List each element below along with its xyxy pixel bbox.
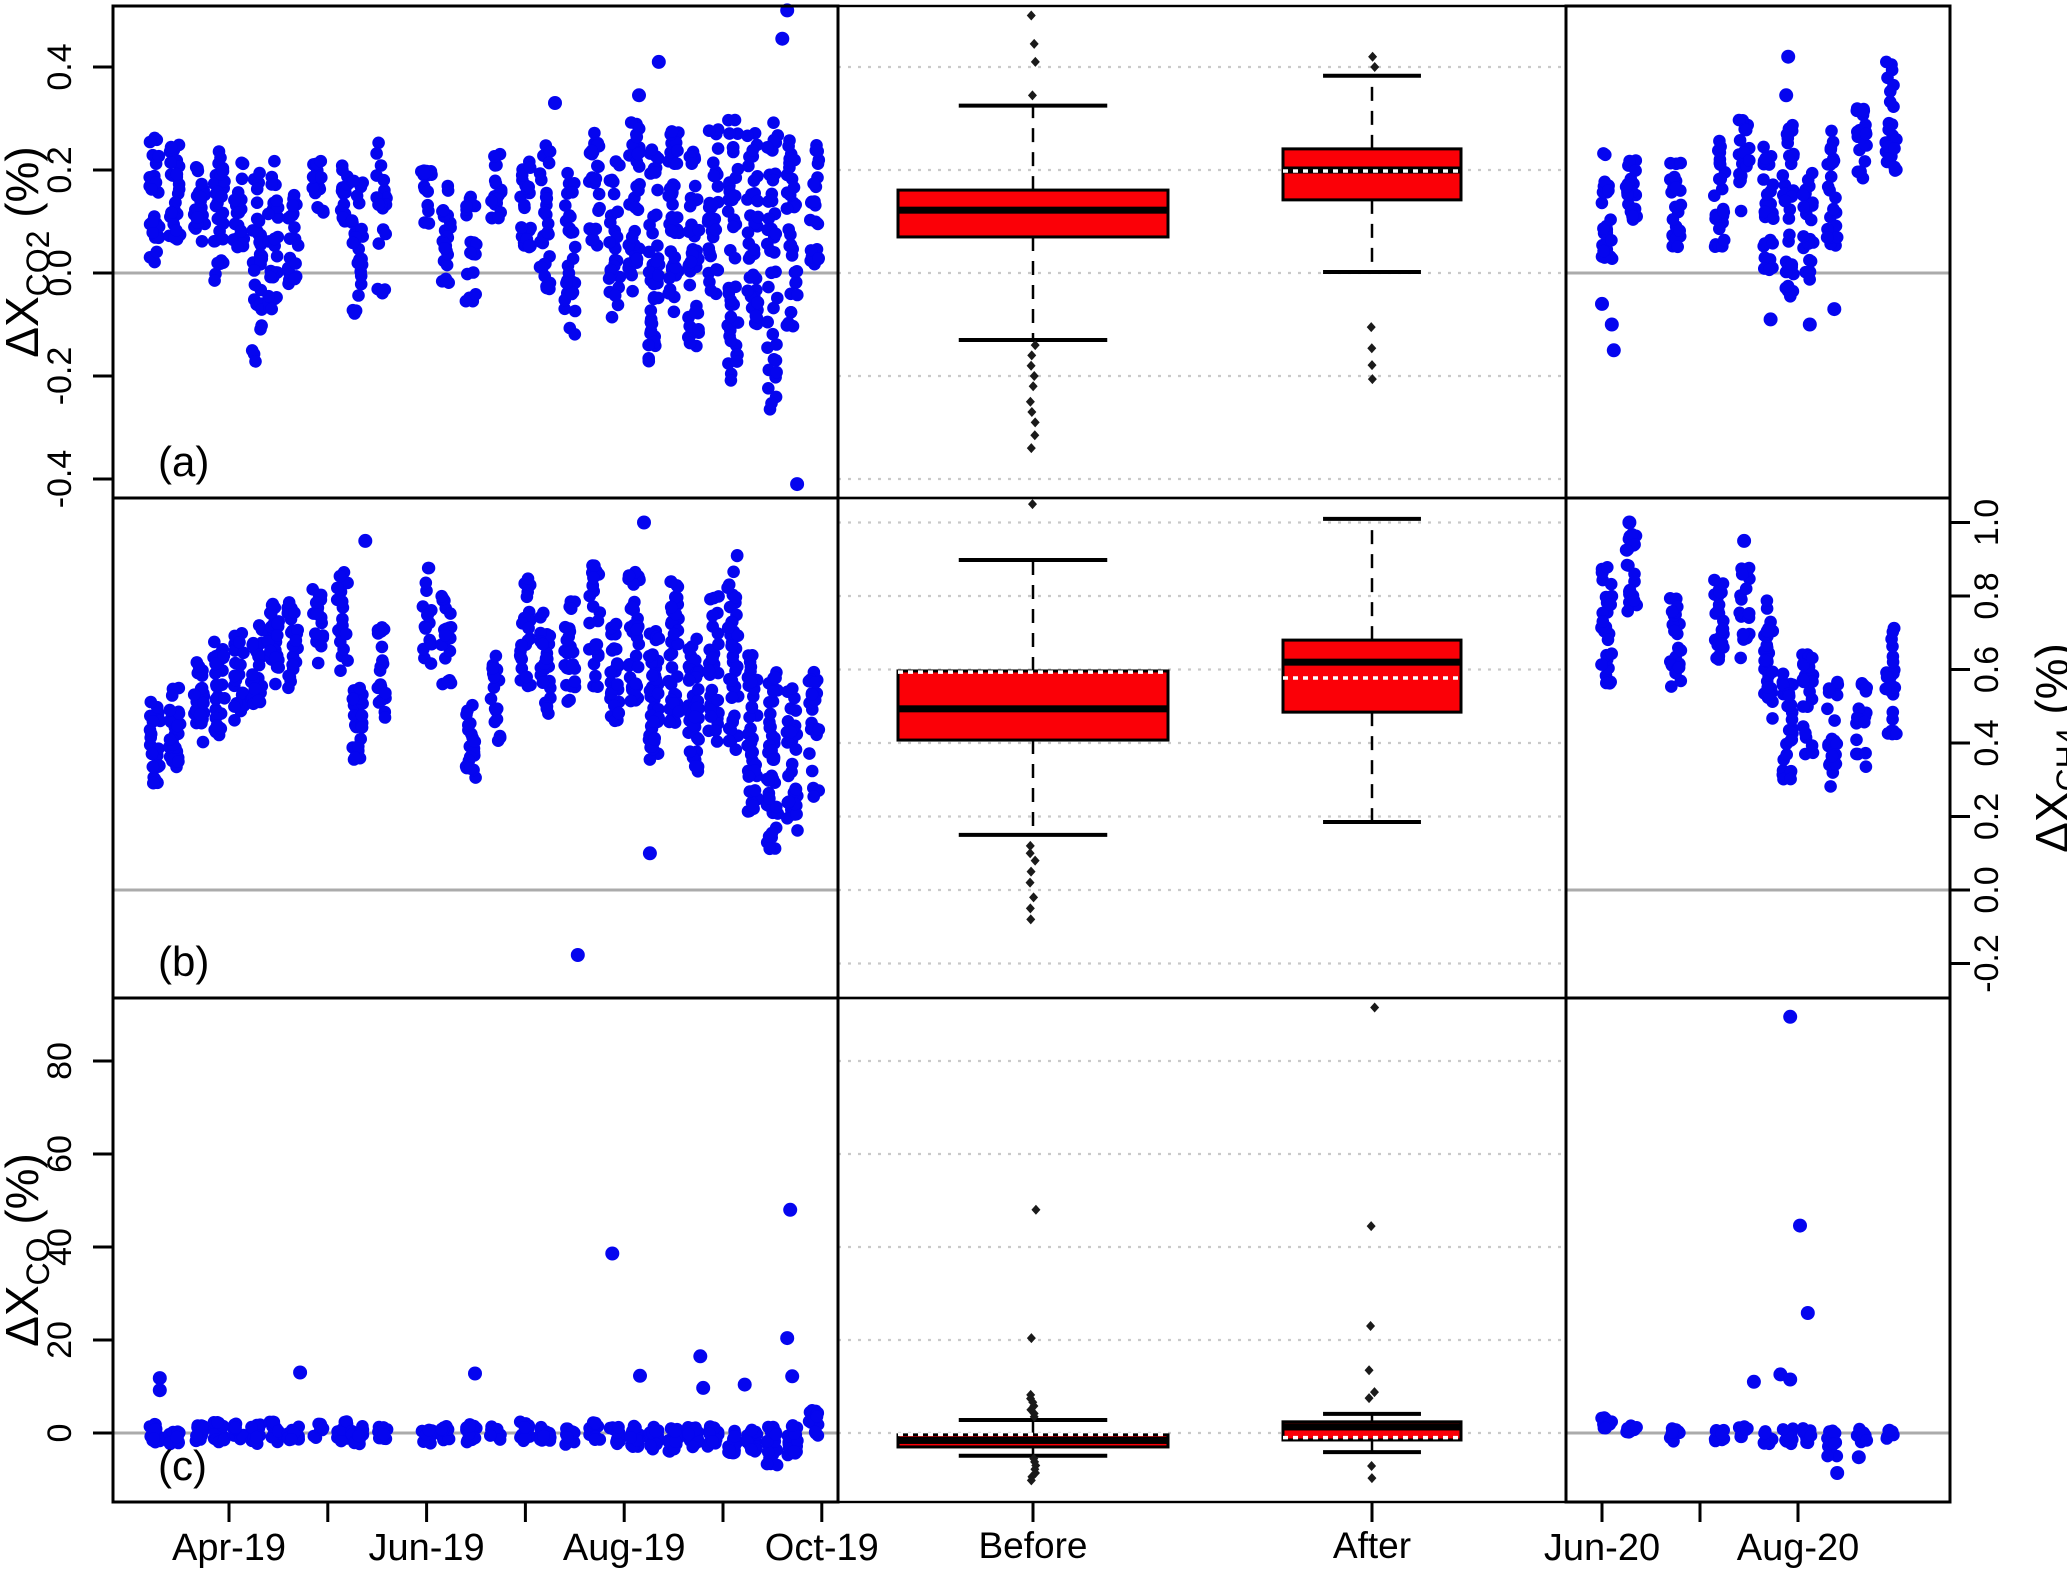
y-tick-label: 20 — [41, 1321, 79, 1359]
x-tick-label-2019: Jun-19 — [368, 1527, 484, 1568]
x-tick-label-2019: Oct-19 — [765, 1527, 879, 1568]
y-axis-title-c: ΔXCO (%) — [0, 1153, 56, 1347]
panel-letter-a: (a) — [158, 438, 209, 485]
y-tick-label: 0.4 — [41, 43, 79, 90]
x-axis: Apr-19 Jun-19 Aug-19 Oct-19 Before After Jun-2… — [172, 1502, 1860, 1569]
y-axis-title-b: ΔXCH4 (%) — [2026, 643, 2067, 853]
y-tick-label: 1.0 — [1968, 499, 2006, 546]
y-tick-label: 60 — [41, 1135, 79, 1173]
boxplot-before-b — [896, 499, 1170, 925]
panel-letter-b: (b) — [158, 938, 209, 985]
scatter-2020-a — [1595, 49, 1903, 358]
panel-border-c-2 — [1564, 996, 1952, 1504]
boxplot-after-c — [1281, 1002, 1463, 1484]
y-tick-label: 0.2 — [41, 146, 79, 193]
y-tick-label: 0 — [41, 1424, 79, 1443]
x-tick-label-2020: Aug-20 — [1737, 1527, 1860, 1568]
x-tick-label-2019: Aug-19 — [563, 1527, 686, 1568]
boxplot-after-a — [1281, 51, 1463, 385]
y-tick-label: -0.2 — [41, 347, 79, 406]
scatter-2019-c — [143, 1202, 825, 1472]
y-tick-label: 0.0 — [41, 249, 79, 296]
scatter-2019-a — [143, 3, 826, 492]
x-tick-label-2019: Apr-19 — [172, 1527, 286, 1568]
y-axis-a: 0.4 0.2 0.0 -0.2 -0.4 — [41, 43, 113, 508]
scatter-2020-b — [1595, 515, 1903, 793]
scatter-2019-b — [143, 515, 826, 962]
gridlines-a — [838, 65, 1566, 481]
panel-row-b: 1.0 0.8 0.6 0.4 0.2 0.0 -0.2 ΔXCH4 (%) (b) — [111, 496, 2067, 1000]
scatter-2020-c — [1595, 1009, 1900, 1480]
y-axis-b: 1.0 0.8 0.6 0.4 0.2 0.0 -0.2 — [1950, 499, 2006, 993]
y-tick-label: 0.8 — [1968, 572, 2006, 619]
boxplot-after-b — [1281, 516, 1463, 825]
y-axis-title-a: ΔXCO2 (%) — [0, 146, 56, 358]
panel-row-c: 80 60 40 20 0 ΔXCO (%) (c) — [0, 996, 1952, 1504]
boxplot-before-c — [896, 1204, 1170, 1486]
y-tick-label: 0.4 — [1968, 719, 2006, 766]
x-tick-label-2020: Jun-20 — [1544, 1527, 1660, 1568]
y-tick-label: 80 — [41, 1042, 79, 1080]
y-tick-label: 0.0 — [1968, 866, 2006, 913]
y-tick-label: 0.6 — [1968, 646, 2006, 693]
y-axis-c: 80 60 40 20 0 — [41, 1042, 113, 1442]
y-tick-label: 0.2 — [1968, 793, 2006, 840]
y-tick-label: -0.4 — [41, 450, 79, 509]
y-tick-label: 40 — [41, 1228, 79, 1266]
x-tick-label-after: After — [1333, 1525, 1411, 1566]
panel-row-a: 0.4 0.2 0.0 -0.2 -0.4 ΔXCO2 (%) (a) — [0, 3, 1952, 508]
boxplot-before-a — [896, 10, 1170, 454]
y-tick-label: -0.2 — [1968, 934, 2006, 993]
panel-letter-c: (c) — [158, 1442, 207, 1489]
x-tick-label-before: Before — [978, 1525, 1087, 1566]
